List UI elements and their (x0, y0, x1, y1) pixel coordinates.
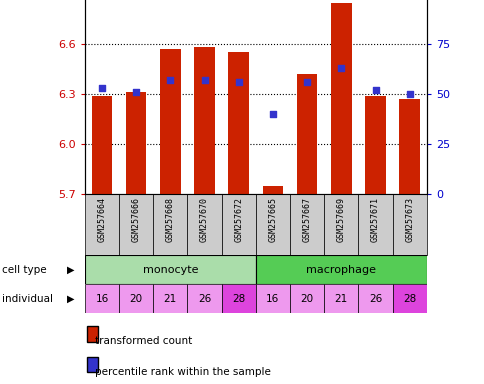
Bar (194, 48, 214, 194)
Bar (228, 53, 248, 194)
Text: 16: 16 (95, 293, 108, 304)
Point (200, 77, 208, 83)
Point (98, 85, 106, 91)
Text: GSM257670: GSM257670 (199, 197, 209, 242)
Text: 20: 20 (300, 293, 313, 304)
Bar (256, 194, 289, 255)
Text: monocyte: monocyte (142, 265, 197, 275)
Text: GSM257666: GSM257666 (131, 197, 140, 242)
Text: ▶: ▶ (66, 293, 74, 304)
Point (302, 79, 310, 85)
Bar (160, 49, 180, 194)
Bar (392, 284, 426, 313)
Bar (119, 284, 153, 313)
Text: macrophage: macrophage (306, 265, 376, 275)
Text: individual: individual (2, 293, 53, 304)
Bar (221, 194, 256, 255)
Text: GSM257669: GSM257669 (336, 197, 345, 242)
Bar (85, 255, 256, 284)
Text: GSM257667: GSM257667 (302, 197, 311, 242)
Bar (153, 284, 187, 313)
Text: GSM257664: GSM257664 (97, 197, 106, 242)
Text: GSM257671: GSM257671 (370, 197, 379, 242)
Text: 26: 26 (368, 293, 381, 304)
Bar (187, 194, 221, 255)
Bar (256, 255, 426, 284)
Bar (85, 194, 119, 255)
Text: 21: 21 (164, 293, 177, 304)
Text: 21: 21 (334, 293, 347, 304)
Bar (221, 284, 256, 313)
Text: transformed count: transformed count (94, 336, 192, 346)
Text: cell type: cell type (2, 265, 47, 275)
Point (166, 77, 174, 83)
Text: 26: 26 (197, 293, 211, 304)
Text: percentile rank within the sample: percentile rank within the sample (94, 367, 270, 377)
Bar (296, 74, 317, 194)
Text: GSM257665: GSM257665 (268, 197, 277, 242)
Bar (256, 284, 289, 313)
Point (132, 89, 140, 95)
Bar (126, 93, 146, 194)
Bar (331, 3, 351, 194)
Point (405, 91, 413, 97)
Bar (364, 96, 385, 194)
Text: 16: 16 (266, 293, 279, 304)
Bar (324, 194, 358, 255)
Point (371, 87, 378, 93)
Bar (289, 194, 323, 255)
Bar (119, 194, 153, 255)
Text: 20: 20 (129, 293, 142, 304)
Text: GSM257673: GSM257673 (404, 197, 413, 242)
Bar (262, 185, 283, 194)
Bar (324, 284, 358, 313)
Bar (358, 284, 392, 313)
Bar (187, 284, 221, 313)
Bar (289, 284, 324, 313)
Point (269, 111, 276, 117)
Bar (153, 194, 187, 255)
Bar (85, 284, 119, 313)
Bar (392, 194, 426, 255)
Text: 28: 28 (402, 293, 415, 304)
Text: 28: 28 (232, 293, 245, 304)
Point (337, 65, 345, 71)
Text: ▶: ▶ (66, 265, 74, 275)
Point (234, 79, 242, 85)
Bar (399, 99, 419, 194)
Text: GSM257672: GSM257672 (234, 197, 243, 242)
Bar (91, 96, 112, 194)
Text: GSM257668: GSM257668 (166, 197, 175, 242)
Bar (358, 194, 392, 255)
